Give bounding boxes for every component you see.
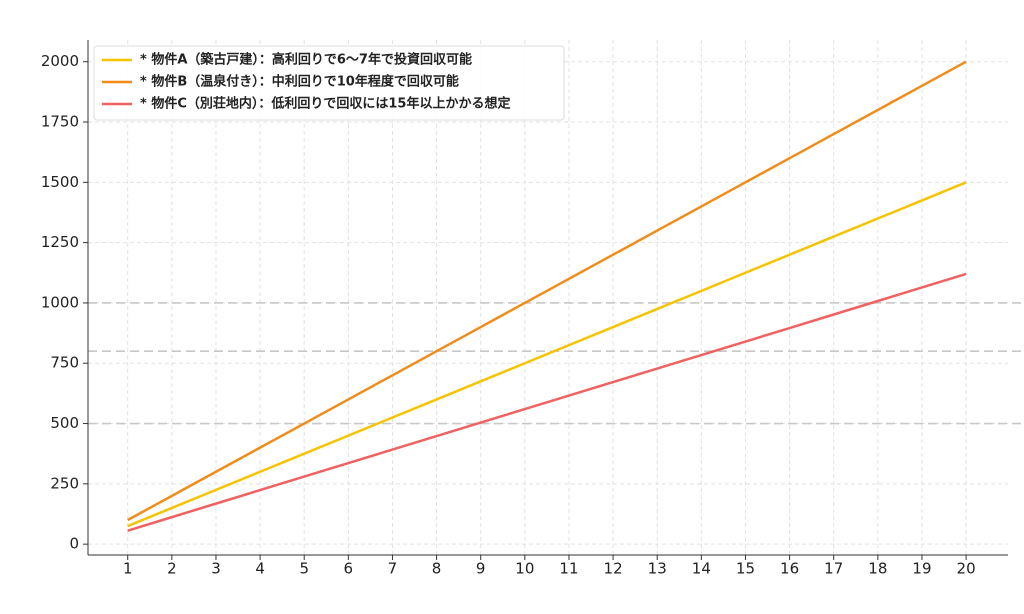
x-tick-label: 15 (736, 560, 755, 578)
line (127, 181, 967, 528)
y-tick-label: 0 (69, 535, 79, 553)
legend-label: * 物件A（築古戸建）：高利回りで6〜7年で投資回収可能 (140, 52, 472, 68)
y-tick-label: 1500 (41, 173, 79, 191)
y-tick-label: 750 (50, 354, 79, 372)
y-tick-label: 2000 (41, 52, 79, 70)
x-tick-label: 2 (167, 560, 177, 578)
x-tick-label: 17 (824, 560, 843, 578)
y-tick-label: 1000 (41, 293, 79, 311)
x-tick-label: 8 (432, 560, 442, 578)
x-tick-label: 10 (515, 560, 534, 578)
line (127, 60, 967, 522)
x-tick-label: 1 (123, 560, 133, 578)
x-tick-label: 13 (648, 560, 667, 578)
x-tick-label: 18 (868, 560, 887, 578)
x-tick-label: 9 (476, 560, 486, 578)
y-tick-label: 250 (50, 474, 79, 492)
y-tick-label: 500 (50, 414, 79, 432)
legend-label: * 物件C（別荘地内）：低利回りで回収には15年以上かかる想定 (140, 96, 510, 112)
y-tick-label: 1250 (41, 233, 79, 251)
legend-box (93, 45, 565, 121)
x-tick-label: 12 (604, 560, 623, 578)
legend-label: * 物件B（温泉付き）：中利回りで10年程度で回収可能 (140, 74, 459, 90)
x-tick-label: 19 (912, 560, 931, 578)
x-tick-label: 5 (299, 560, 309, 578)
x-tick-label: 14 (692, 560, 711, 578)
x-tick-label: 7 (388, 560, 398, 578)
y-tick-label: 1750 (41, 113, 79, 131)
x-tick-label: 11 (559, 560, 578, 578)
x-tick-label: 20 (957, 560, 976, 578)
x-tick-label: 4 (255, 560, 265, 578)
x-tick-label: 6 (344, 560, 354, 578)
line (127, 272, 967, 532)
x-tick-label: 16 (780, 560, 799, 578)
x-tick-label: 3 (211, 560, 221, 578)
